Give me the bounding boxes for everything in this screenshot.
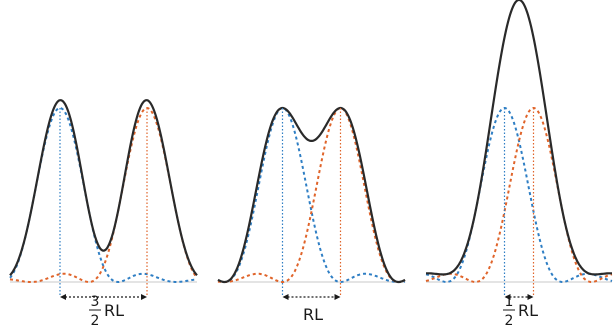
label-denominator: 2 bbox=[505, 313, 514, 329]
separation-label: RL bbox=[303, 305, 323, 324]
left-source-curve bbox=[425, 107, 613, 283]
label-text: RL bbox=[303, 305, 323, 324]
combined-intensity-curve bbox=[426, 0, 612, 276]
label-unit: RL bbox=[104, 301, 124, 320]
label-denominator: 2 bbox=[91, 313, 100, 329]
arrowhead-left bbox=[282, 294, 289, 300]
arrowhead-left bbox=[60, 294, 66, 300]
label-numerator: 3 bbox=[91, 294, 100, 310]
panel-three-halves-rl: 3 2 RL bbox=[9, 99, 198, 329]
combined-intensity-curve bbox=[217, 106, 406, 284]
right-source-curve bbox=[9, 106, 198, 283]
arrowhead-right bbox=[527, 294, 534, 300]
right-source-curve bbox=[217, 107, 406, 283]
separation-label: 3 2 RL bbox=[89, 294, 124, 329]
arrowhead-right bbox=[334, 294, 341, 300]
arrowhead-right bbox=[141, 294, 147, 300]
separation-label: 1 2 RL bbox=[503, 294, 538, 329]
left-source-curve bbox=[217, 107, 406, 283]
label-numerator: 1 bbox=[505, 294, 514, 310]
arrowhead-left bbox=[504, 294, 511, 300]
panel-one-rl: RL bbox=[217, 106, 406, 324]
right-source-curve bbox=[425, 107, 613, 283]
combined-intensity-curve bbox=[9, 99, 198, 276]
label-unit: RL bbox=[518, 301, 538, 320]
left-source-curve bbox=[9, 106, 198, 283]
panel-one-half-rl: 1 2 RL bbox=[425, 0, 613, 329]
